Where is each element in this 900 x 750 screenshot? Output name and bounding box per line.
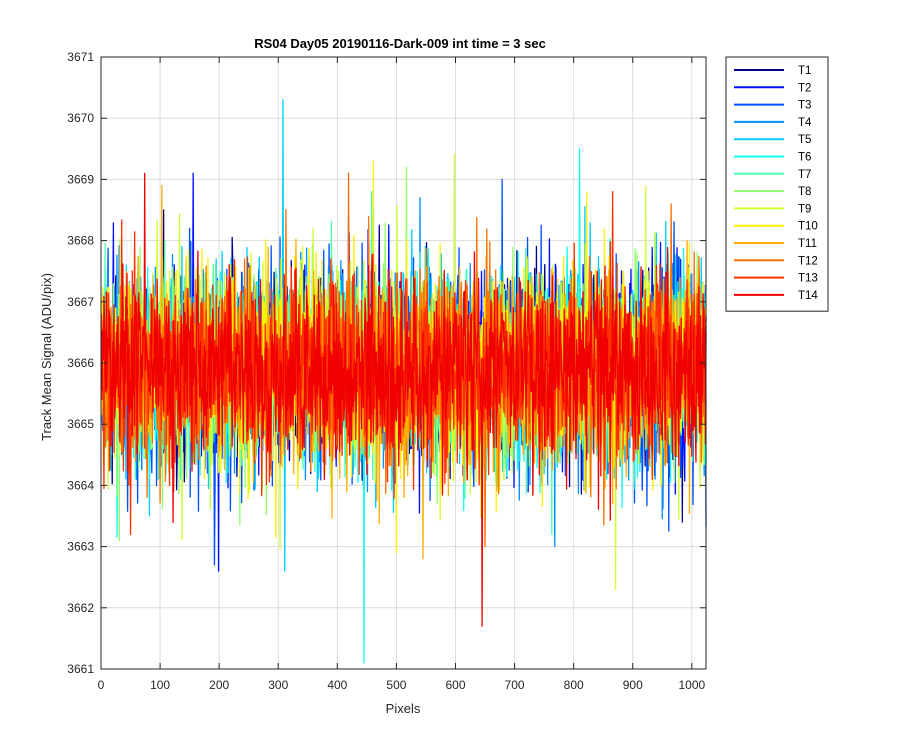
- legend-label-t9: T9: [798, 203, 811, 215]
- axes: 0 100 200 300 400 500 600 700 800 900 1000 3661 3662…: [67, 50, 707, 692]
- legend-label-t13: T13: [798, 273, 818, 285]
- x-axis-label: Pixels: [386, 701, 421, 716]
- series-line-t13: [100, 190, 707, 536]
- y-tick-label: 3666: [67, 356, 94, 370]
- y-tick-label: 3671: [67, 50, 94, 64]
- x-tick-label: 600: [445, 678, 465, 692]
- y-tick-label: 3667: [67, 295, 94, 309]
- legend-label-t5: T5: [798, 134, 811, 146]
- x-tick-label: 200: [209, 678, 229, 692]
- legend-box: [725, 56, 829, 312]
- x-tick-label: 100: [150, 678, 170, 692]
- y-tick-label: 3669: [67, 172, 94, 186]
- x-tick-label: 900: [623, 678, 643, 692]
- legend-label-t4: T4: [798, 117, 812, 129]
- x-tick-label: 500: [386, 678, 406, 692]
- x-tick-label: 1000: [678, 678, 705, 692]
- y-tick-label: 3670: [67, 111, 94, 125]
- y-tick-label: 3665: [67, 417, 94, 431]
- legend-label-t10: T10: [798, 221, 818, 233]
- legend-label-t1: T1: [798, 65, 811, 77]
- x-tick-label: 800: [564, 678, 584, 692]
- chart-title: RS04 Day05 20190116-Dark-009 int time = …: [254, 36, 546, 51]
- plot-area: [100, 99, 707, 664]
- x-tick-label: 300: [268, 678, 288, 692]
- legend: T1 T2 T3 T4 T5 T6 T7 T8 T9 T10 T11 T12 T13 T14: [725, 56, 829, 312]
- legend-label-t6: T6: [798, 152, 811, 164]
- series-line-t14: [100, 172, 707, 627]
- legend-label-t7: T7: [798, 169, 811, 181]
- y-tick-label: 3661: [67, 662, 94, 676]
- legend-label-t14: T14: [798, 290, 818, 302]
- y-tick-label: 3668: [67, 234, 94, 248]
- x-tick-label: 700: [505, 678, 525, 692]
- legend-label-t11: T11: [798, 238, 817, 250]
- legend-label-t2: T2: [798, 82, 811, 94]
- x-tick-label: 400: [327, 678, 347, 692]
- y-tick-label: 3662: [67, 601, 94, 615]
- y-tick-label: 3664: [67, 478, 94, 492]
- x-tick-label: 0: [98, 678, 105, 692]
- y-tick-label: 3663: [67, 540, 94, 554]
- legend-label-t12: T12: [798, 255, 818, 267]
- y-axis-label: Track Mean Signal (ADU/pix): [39, 273, 54, 441]
- legend-label-t8: T8: [798, 186, 811, 198]
- legend-label-t3: T3: [798, 100, 811, 112]
